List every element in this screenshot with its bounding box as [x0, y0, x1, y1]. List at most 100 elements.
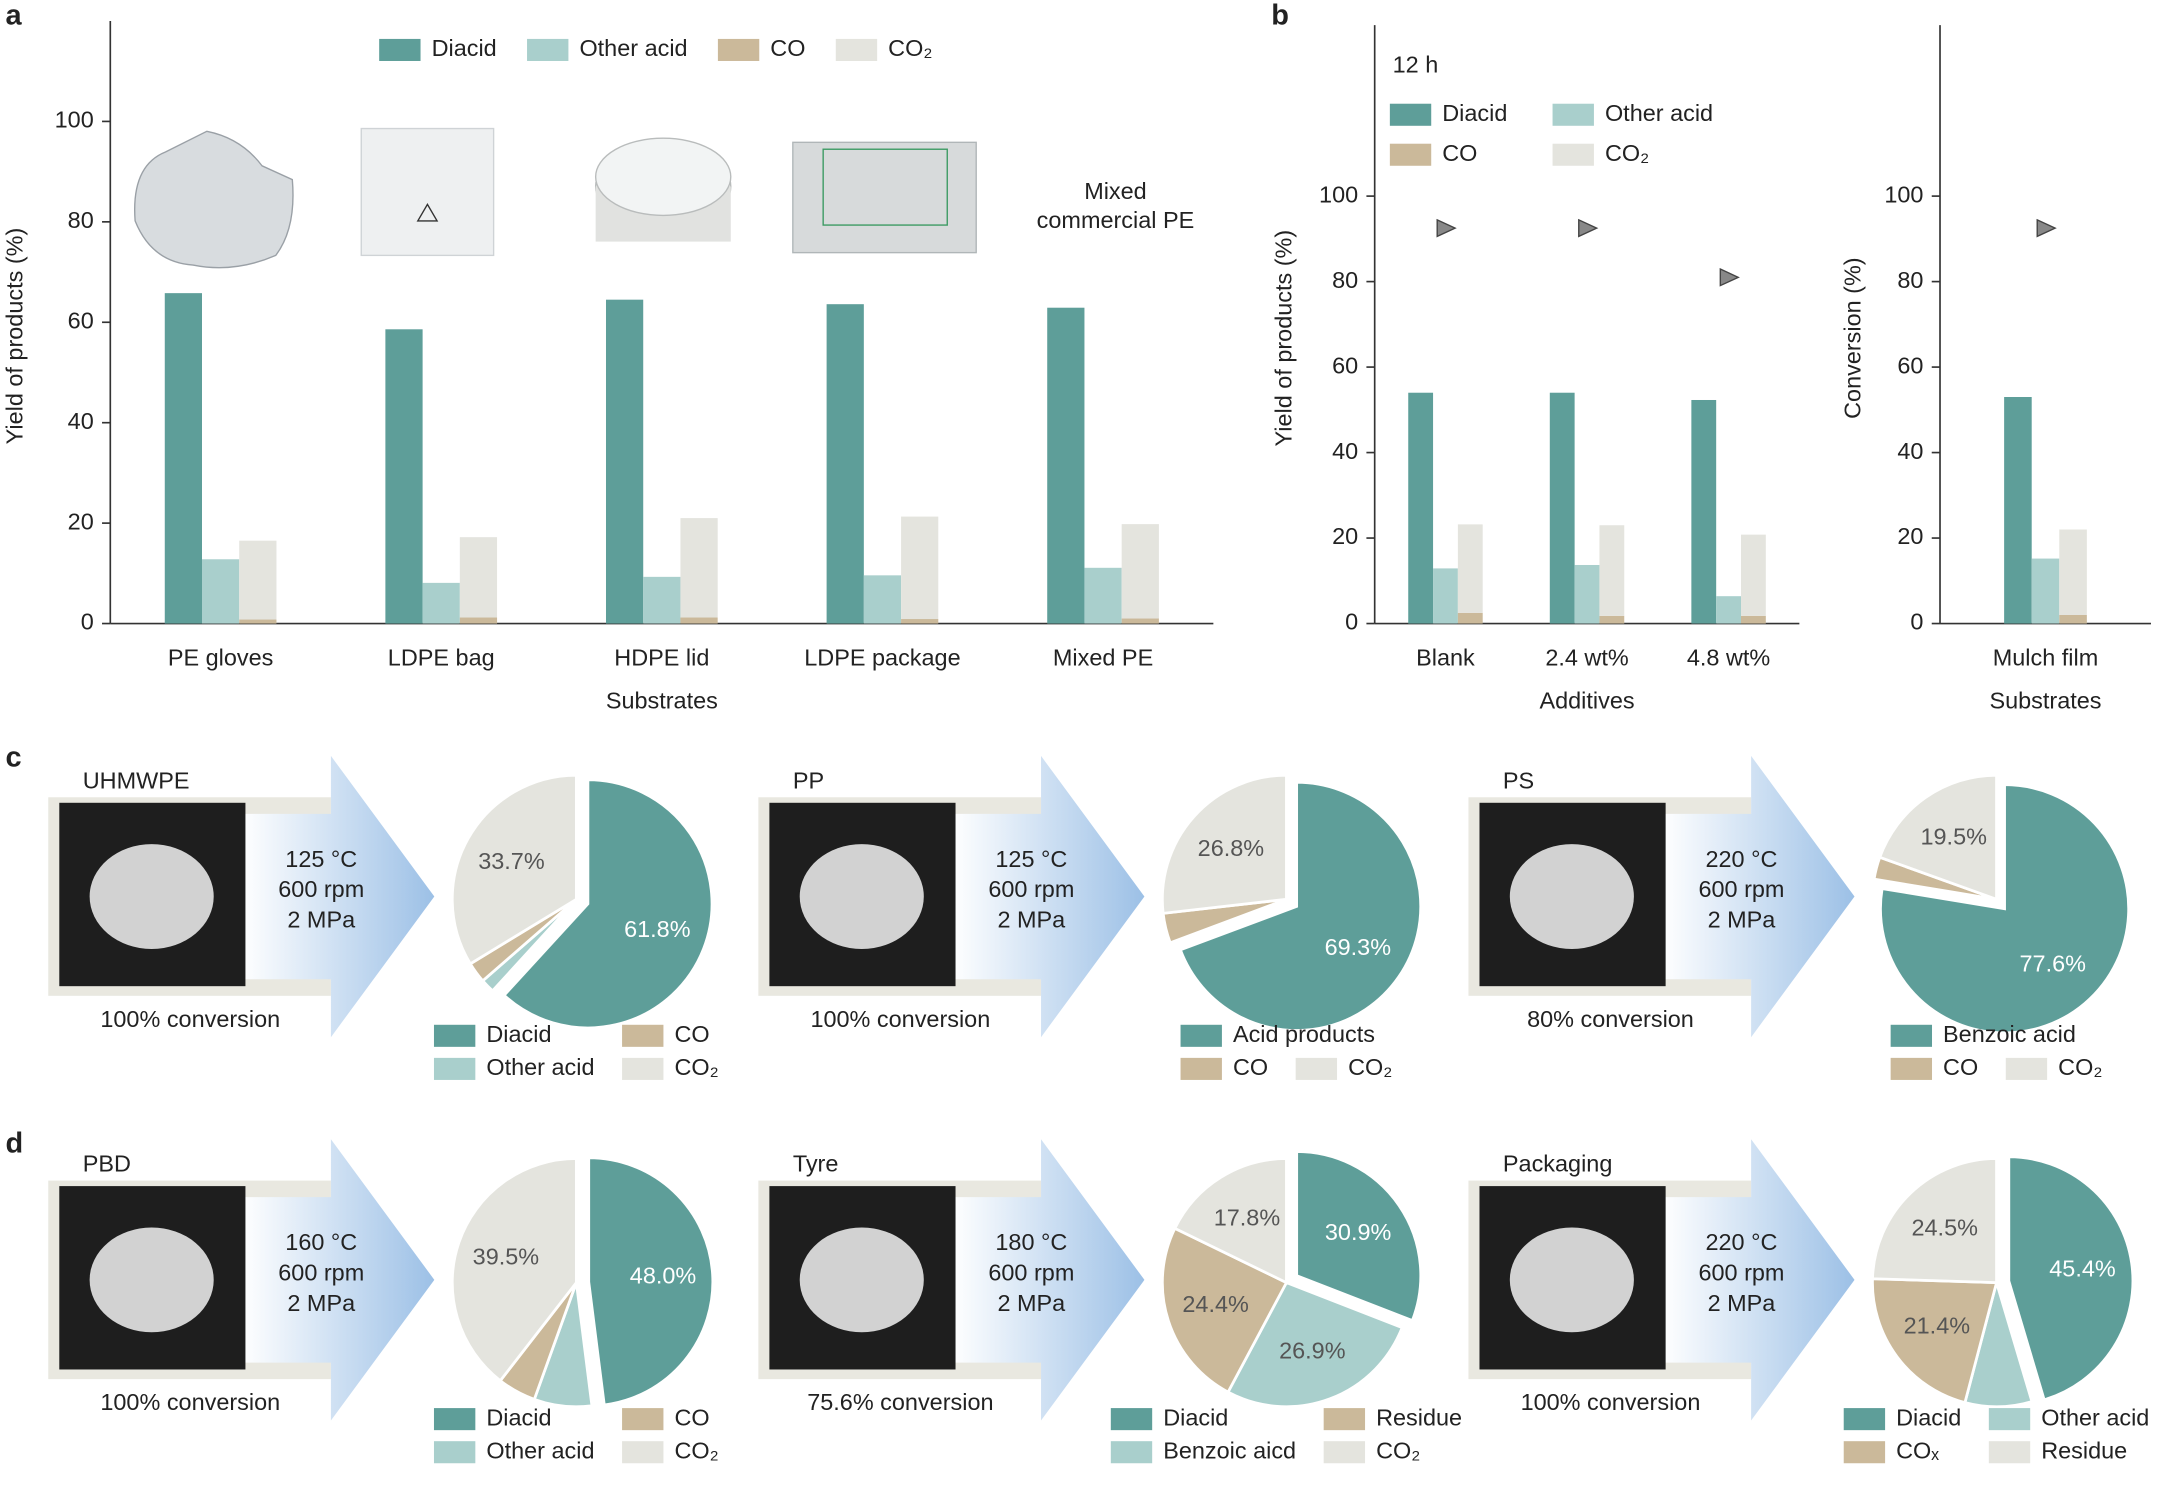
conversion-marker: [1719, 267, 1740, 287]
conversion-marker: [2036, 218, 2057, 238]
pie-legend: Acid products CO CO₂: [1180, 1021, 1392, 1080]
pie-slice: [1871, 1157, 1998, 1285]
y-tick-label: 80: [68, 207, 94, 233]
conversion-marker: [1436, 218, 1457, 238]
bar: [901, 516, 939, 620]
material-sample: [1509, 1227, 1634, 1333]
legend-swatch: [2005, 1057, 2048, 1080]
legend-swatch: [1890, 1024, 1933, 1047]
condition: 2 MPa: [1708, 1290, 1777, 1316]
material-name: UHMWPE: [83, 767, 190, 793]
pie-slice: [450, 773, 578, 966]
pie-slice: [1160, 1226, 1289, 1394]
legend-swatch: [622, 1024, 664, 1047]
x-tick-label: Mulch film: [1993, 645, 2098, 671]
legend-swatch: [1988, 1441, 2031, 1464]
pie-slice: [450, 1157, 578, 1383]
y-tick-label: 0: [1910, 609, 1923, 635]
legend-swatch: [433, 1057, 476, 1080]
legend-swatch: [1389, 143, 1432, 166]
x-tick-label: Mixed PE: [1053, 645, 1153, 671]
condition: 2 MPa: [997, 907, 1066, 933]
legend-swatch: [1988, 1408, 2031, 1431]
bar: [605, 299, 644, 624]
process-arrow: [241, 755, 435, 1038]
pie-legend: Diacid Other acid CO CO₂: [433, 1404, 719, 1464]
legend-swatch: [1110, 1408, 1153, 1431]
legend-label: CO: [1442, 140, 1477, 166]
bar: [1549, 392, 1575, 624]
legend-swatch: [433, 1441, 476, 1464]
slice-label: 26.8%: [1198, 835, 1264, 861]
x-tick-label: LDPE bag: [388, 645, 495, 671]
annotation: 12 h: [1393, 52, 1439, 78]
panel-label: b: [1271, 0, 1289, 31]
pie-slice: [1226, 1280, 1404, 1409]
legend-swatch: [433, 1408, 476, 1431]
pie-slice: [587, 1156, 715, 1407]
bag-photo: [360, 127, 495, 257]
bar: [1457, 524, 1483, 613]
legend-label: CO₂: [674, 1054, 718, 1080]
legend-label: Other acid: [579, 35, 687, 61]
material-name: PS: [1503, 767, 1534, 793]
legend-label: CO: [1233, 1054, 1268, 1080]
bar: [459, 537, 498, 618]
y-tick-label: 20: [1332, 523, 1358, 549]
process-arrow: [241, 1139, 435, 1421]
legend-label: CO₂: [674, 1437, 718, 1463]
bar: [239, 540, 277, 620]
legend-label: CO₂: [2058, 1054, 2102, 1080]
legend-label: Residue: [2041, 1437, 2127, 1463]
bar: [1408, 392, 1434, 624]
bar: [1121, 524, 1159, 619]
x-tick-label: 2.4 wt%: [1545, 645, 1628, 671]
bar: [1574, 564, 1600, 624]
pie-legend: Diacid Other acid COₓ Residue: [1843, 1404, 2149, 1464]
material-sample: [89, 844, 214, 949]
lid-top: [594, 137, 732, 217]
legend-swatch: [1295, 1057, 1338, 1080]
legend-label: Diacid: [1163, 1404, 1228, 1430]
bar: [680, 518, 718, 618]
y-tick-label: 80: [1332, 267, 1358, 293]
pie-slice: [1295, 1150, 1423, 1323]
y-tick-label: 60: [68, 307, 94, 333]
y-tick-label: 40: [68, 408, 94, 434]
x-axis-label: Substrates: [606, 687, 718, 713]
legend-swatch: [379, 38, 421, 61]
process-arrow: [951, 1139, 1145, 1421]
slice-label: 17.8%: [1214, 1205, 1280, 1231]
annotation: Mixed commercial PE: [1036, 178, 1195, 234]
x-tick-label: Blank: [1416, 645, 1475, 671]
process-arrow: [1661, 1139, 1855, 1421]
y-tick-label: 40: [1332, 438, 1358, 464]
legend-swatch: [433, 1024, 476, 1047]
slice-label: 24.4%: [1182, 1291, 1248, 1317]
pie-slice: [2007, 1155, 2135, 1402]
annotation-text: Mixed commercial PE: [1036, 178, 1195, 234]
y-tick-label: 20: [1897, 523, 1923, 549]
slice-label: 30.9%: [1325, 1219, 1391, 1245]
condition: 600 rpm: [988, 1260, 1074, 1286]
legend-swatch: [1323, 1441, 1366, 1464]
y-tick-label: 60: [1897, 352, 1923, 378]
legend-swatch: [1110, 1441, 1153, 1464]
legend-swatch: [527, 38, 569, 61]
bar: [2004, 397, 2032, 624]
legend-label: CO₂: [1605, 140, 1649, 166]
process-arrow: [1661, 755, 1855, 1038]
slice-label: 33.7%: [478, 848, 544, 874]
slice-label: 21.4%: [1904, 1312, 1970, 1338]
photos: [133, 127, 977, 269]
bar: [422, 582, 460, 624]
slice-label: 39.5%: [473, 1244, 539, 1270]
bar: [1599, 615, 1625, 624]
legend-label: Diacid: [486, 1404, 551, 1430]
legend-label: CO₂: [1376, 1437, 1420, 1463]
bar: [385, 329, 423, 624]
legend-swatch: [1843, 1441, 1886, 1464]
panel-label: c: [6, 741, 22, 773]
conversion-label: 100% conversion: [810, 1006, 990, 1032]
